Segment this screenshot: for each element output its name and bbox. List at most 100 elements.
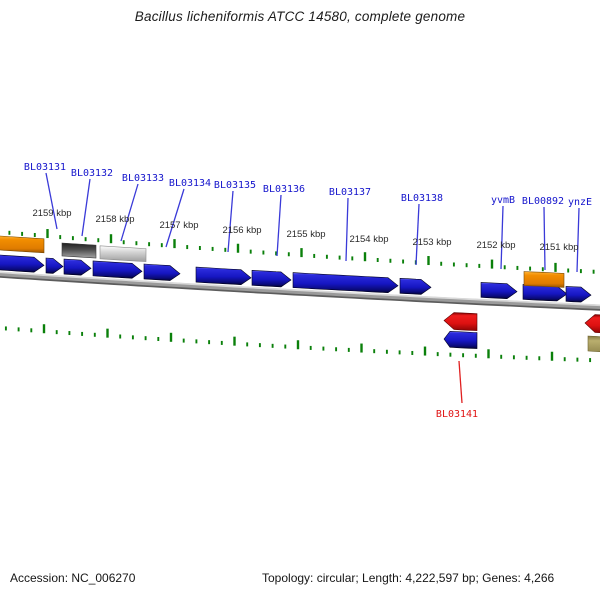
upper-ring-minor-tick bbox=[338, 255, 341, 260]
lower-ring-minor-tick bbox=[449, 352, 452, 357]
upper-ring-major-tick bbox=[490, 259, 494, 269]
genome-title: Bacillus licheniformis ATCC 14580, compl… bbox=[134, 9, 466, 24]
gene-label-BL03132[interactable]: BL03132 bbox=[71, 168, 113, 179]
lower-ring-minor-tick bbox=[373, 349, 376, 354]
upper-ring-minor-tick bbox=[567, 268, 570, 273]
leader-line-yvmB bbox=[500, 205, 504, 270]
gene-glyph-forward[interactable] bbox=[292, 272, 399, 294]
lower-ring-minor-tick bbox=[474, 353, 477, 358]
upper-ring-minor-tick bbox=[249, 249, 252, 254]
upper-ring-minor-tick bbox=[529, 266, 532, 271]
gene-glyph-forward[interactable] bbox=[0, 235, 45, 254]
gene-label-BL03137[interactable]: BL03137 bbox=[329, 187, 371, 198]
upper-ring-minor-tick bbox=[135, 241, 138, 246]
gene-label-BL00892[interactable]: BL00892 bbox=[522, 196, 564, 207]
gene-label-BL03133[interactable]: BL03133 bbox=[122, 173, 164, 184]
gene-glyph-forward[interactable] bbox=[0, 254, 45, 273]
gene-glyph-forward[interactable] bbox=[143, 263, 181, 281]
lower-ring-minor-tick bbox=[500, 354, 503, 359]
lower-ring-minor-tick bbox=[131, 335, 134, 340]
upper-ring-minor-tick bbox=[402, 259, 405, 264]
gene-label-BL03141[interactable]: BL03141 bbox=[436, 409, 478, 420]
genome-backbone bbox=[0, 271, 600, 311]
ruler-label: 2153 kbp bbox=[412, 237, 451, 248]
gene-glyph-reverse[interactable] bbox=[584, 314, 600, 334]
lower-ring-major-tick bbox=[487, 349, 490, 359]
ruler-label: 2152 kbp bbox=[476, 240, 515, 251]
lower-ring-minor-tick bbox=[195, 339, 198, 344]
gene-label-BL03131[interactable]: BL03131 bbox=[24, 162, 66, 173]
gene-label-BL03135[interactable]: BL03135 bbox=[214, 180, 256, 191]
gene-label-BL03136[interactable]: BL03136 bbox=[263, 184, 305, 195]
leader-line-BL03134 bbox=[165, 188, 185, 248]
gene-glyph-forward[interactable] bbox=[99, 245, 147, 262]
upper-ring-minor-tick bbox=[440, 261, 443, 266]
upper-ring-major-tick bbox=[427, 256, 430, 266]
lower-ring-minor-tick bbox=[347, 347, 350, 352]
lower-ring-minor-tick bbox=[81, 331, 84, 336]
lower-ring-minor-tick bbox=[17, 327, 20, 332]
ruler-label: 2157 kbp bbox=[159, 220, 198, 231]
upper-ring-minor-tick bbox=[84, 237, 87, 242]
gene-glyph-forward[interactable] bbox=[480, 282, 518, 300]
topology-text: Topology: circular; Length: 4,222,597 bp… bbox=[262, 571, 555, 585]
gene-glyph-forward[interactable] bbox=[523, 271, 565, 288]
upper-ring-minor-tick bbox=[148, 242, 151, 247]
leader-line-BL03131 bbox=[45, 172, 58, 230]
leader-line-BL03141 bbox=[458, 360, 463, 404]
gene-glyph-forward[interactable] bbox=[92, 260, 143, 279]
gene-glyphs bbox=[0, 235, 600, 352]
upper-ring-minor-tick bbox=[224, 247, 227, 252]
lower-ring-minor-tick bbox=[93, 332, 96, 337]
lower-ring-minor-tick bbox=[411, 350, 414, 355]
lower-ring-minor-tick bbox=[322, 346, 325, 351]
upper-ring-minor-tick bbox=[389, 258, 392, 263]
lower-ring-minor-tick bbox=[576, 357, 579, 362]
leader-line-BL03135 bbox=[227, 190, 234, 253]
gene-glyph-reverse[interactable] bbox=[443, 312, 478, 331]
upper-ring-major-tick bbox=[554, 262, 557, 272]
lower-ring-minor-tick bbox=[4, 326, 7, 331]
gene-glyph-forward[interactable] bbox=[565, 286, 592, 303]
gene-glyph-forward[interactable] bbox=[251, 269, 292, 288]
gene-glyph-forward[interactable] bbox=[45, 257, 64, 274]
upper-ring-minor-tick bbox=[8, 230, 11, 235]
upper-ring-major-tick bbox=[363, 252, 367, 262]
upper-ring-major-tick bbox=[46, 229, 49, 239]
lower-ring-major-tick bbox=[233, 336, 236, 346]
gene-glyph-reverse[interactable] bbox=[443, 330, 478, 349]
gene-glyph-forward[interactable] bbox=[195, 266, 252, 286]
lower-ring-minor-tick bbox=[220, 340, 223, 345]
upper-ring-minor-tick bbox=[325, 254, 328, 259]
upper-ring-minor-tick bbox=[122, 240, 125, 245]
upper-ring-major-tick bbox=[109, 234, 113, 244]
gene-glyph-reverse[interactable] bbox=[587, 335, 600, 352]
gene-glyph-forward[interactable] bbox=[399, 277, 432, 295]
upper-ring-minor-tick bbox=[313, 253, 316, 258]
ruler-label: 2151 kbp bbox=[539, 242, 578, 253]
gene-label-ynzE[interactable]: ynzE bbox=[568, 197, 592, 208]
upper-ring-minor-tick bbox=[478, 263, 481, 268]
lower-ring-major-tick bbox=[360, 343, 363, 353]
accession-text: Accession: NC_006270 bbox=[10, 571, 136, 585]
upper-ring-minor-tick bbox=[541, 267, 544, 272]
gene-label-BL03134[interactable]: BL03134 bbox=[169, 178, 211, 189]
lower-ring-minor-tick bbox=[246, 342, 249, 347]
gene-glyph-forward[interactable] bbox=[63, 258, 92, 276]
lower-ring-major-tick bbox=[423, 346, 427, 356]
leader-line-ynzE bbox=[576, 207, 580, 273]
upper-ring-major-tick bbox=[300, 248, 303, 258]
backbone-line bbox=[0, 271, 600, 307]
gene-label-BL03138[interactable]: BL03138 bbox=[401, 193, 443, 204]
lower-ring-minor-tick bbox=[68, 331, 71, 336]
gene-label-yvmB[interactable]: yvmB bbox=[491, 195, 515, 206]
gene-glyph-forward[interactable] bbox=[61, 242, 97, 259]
lower-ring-minor-tick bbox=[512, 355, 515, 360]
lower-ring-minor-tick bbox=[309, 345, 312, 350]
lower-ring-minor-tick bbox=[563, 357, 566, 362]
upper-ring-minor-tick bbox=[33, 232, 36, 237]
upper-ring-minor-tick bbox=[198, 245, 201, 250]
lower-ring-minor-tick bbox=[284, 344, 287, 349]
